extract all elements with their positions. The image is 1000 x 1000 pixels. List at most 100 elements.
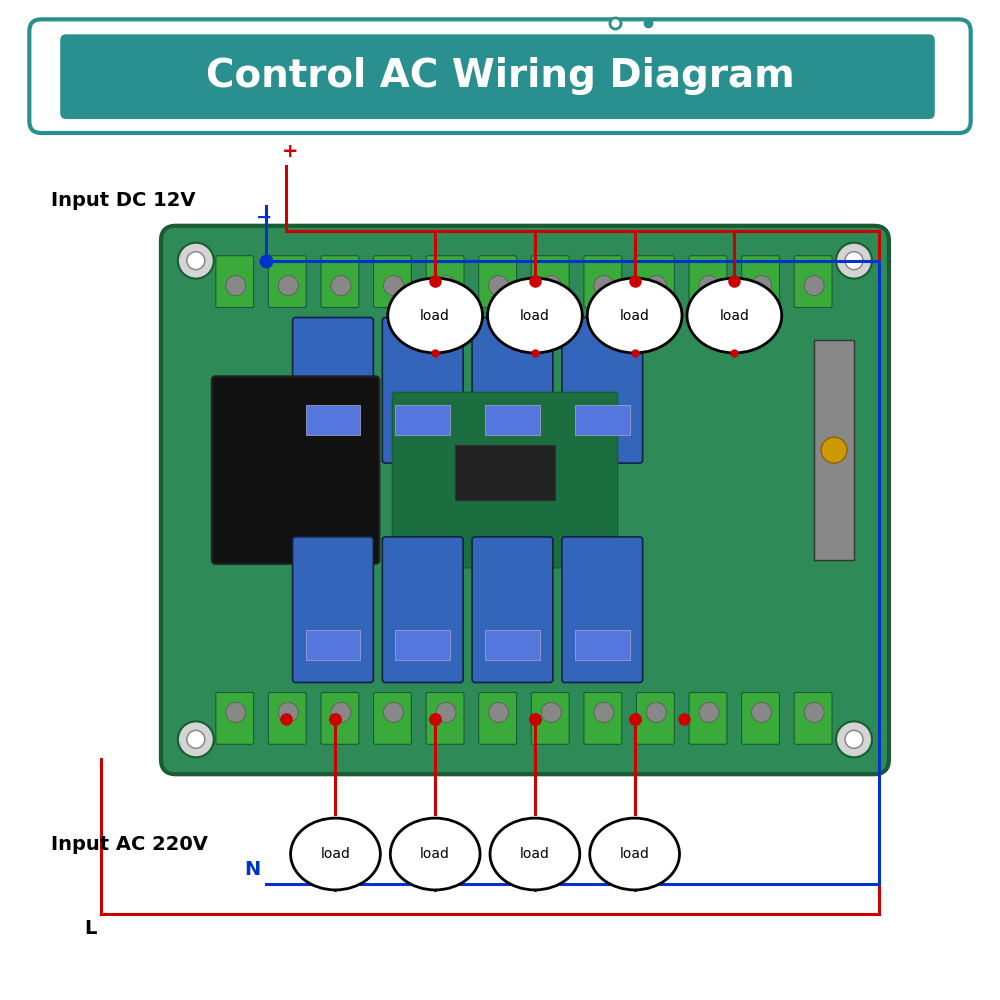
FancyBboxPatch shape <box>395 405 450 435</box>
Circle shape <box>384 702 403 722</box>
Circle shape <box>804 276 824 296</box>
Text: −: − <box>255 208 272 227</box>
Text: load: load <box>420 847 450 861</box>
FancyBboxPatch shape <box>689 256 727 308</box>
FancyBboxPatch shape <box>395 630 450 660</box>
Text: N: N <box>244 860 261 879</box>
FancyBboxPatch shape <box>60 34 935 119</box>
Ellipse shape <box>590 818 680 890</box>
FancyBboxPatch shape <box>472 318 553 463</box>
Circle shape <box>541 276 561 296</box>
Text: Input AC 220V: Input AC 220V <box>51 835 208 854</box>
FancyBboxPatch shape <box>485 630 540 660</box>
FancyBboxPatch shape <box>689 692 727 744</box>
Circle shape <box>821 437 847 463</box>
Text: load: load <box>520 309 550 323</box>
Circle shape <box>384 276 403 296</box>
Circle shape <box>646 702 666 722</box>
Text: load: load <box>321 847 350 861</box>
Circle shape <box>187 252 205 270</box>
Circle shape <box>226 702 246 722</box>
Circle shape <box>278 276 298 296</box>
Text: Input DC 12V: Input DC 12V <box>51 191 196 210</box>
FancyBboxPatch shape <box>374 256 411 308</box>
FancyBboxPatch shape <box>636 256 674 308</box>
Circle shape <box>804 702 824 722</box>
Circle shape <box>436 702 456 722</box>
FancyBboxPatch shape <box>212 376 379 564</box>
FancyBboxPatch shape <box>562 318 643 463</box>
Text: load: load <box>520 847 550 861</box>
FancyBboxPatch shape <box>531 256 569 308</box>
Text: load: load <box>420 309 450 323</box>
FancyBboxPatch shape <box>293 537 373 682</box>
Circle shape <box>178 243 214 279</box>
FancyBboxPatch shape <box>584 256 622 308</box>
Circle shape <box>752 702 772 722</box>
FancyBboxPatch shape <box>268 692 306 744</box>
Circle shape <box>178 721 214 757</box>
FancyBboxPatch shape <box>382 318 463 463</box>
FancyBboxPatch shape <box>575 630 630 660</box>
Text: load: load <box>719 309 749 323</box>
FancyBboxPatch shape <box>293 318 373 463</box>
Circle shape <box>331 702 351 722</box>
FancyBboxPatch shape <box>374 692 411 744</box>
Circle shape <box>845 252 863 270</box>
Circle shape <box>489 702 509 722</box>
Circle shape <box>594 276 614 296</box>
Circle shape <box>226 276 246 296</box>
FancyBboxPatch shape <box>426 692 464 744</box>
Ellipse shape <box>388 278 483 353</box>
Circle shape <box>541 702 561 722</box>
FancyBboxPatch shape <box>472 537 553 682</box>
FancyBboxPatch shape <box>306 630 360 660</box>
Circle shape <box>187 730 205 748</box>
Ellipse shape <box>687 278 782 353</box>
Text: +: + <box>282 142 299 161</box>
Circle shape <box>836 721 872 757</box>
Circle shape <box>699 702 719 722</box>
Circle shape <box>845 730 863 748</box>
FancyBboxPatch shape <box>794 256 832 308</box>
Circle shape <box>699 276 719 296</box>
Ellipse shape <box>488 278 582 353</box>
FancyBboxPatch shape <box>575 405 630 435</box>
FancyBboxPatch shape <box>814 340 854 560</box>
Text: load: load <box>620 309 650 323</box>
FancyBboxPatch shape <box>29 19 971 133</box>
Text: L: L <box>84 919 96 938</box>
FancyBboxPatch shape <box>742 692 779 744</box>
FancyBboxPatch shape <box>216 692 254 744</box>
FancyBboxPatch shape <box>455 445 555 500</box>
Circle shape <box>594 702 614 722</box>
Circle shape <box>646 276 666 296</box>
FancyBboxPatch shape <box>392 392 618 568</box>
Circle shape <box>752 276 772 296</box>
FancyBboxPatch shape <box>485 405 540 435</box>
FancyBboxPatch shape <box>216 256 254 308</box>
FancyBboxPatch shape <box>636 692 674 744</box>
Text: load: load <box>620 847 650 861</box>
FancyBboxPatch shape <box>426 256 464 308</box>
Text: Control AC Wiring Diagram: Control AC Wiring Diagram <box>206 57 794 95</box>
Ellipse shape <box>390 818 480 890</box>
Circle shape <box>436 276 456 296</box>
FancyBboxPatch shape <box>584 692 622 744</box>
FancyBboxPatch shape <box>161 226 889 774</box>
Circle shape <box>278 702 298 722</box>
FancyBboxPatch shape <box>742 256 779 308</box>
FancyBboxPatch shape <box>306 405 360 435</box>
FancyBboxPatch shape <box>479 692 517 744</box>
FancyBboxPatch shape <box>794 692 832 744</box>
FancyBboxPatch shape <box>382 537 463 682</box>
FancyBboxPatch shape <box>479 256 517 308</box>
Circle shape <box>489 276 509 296</box>
FancyBboxPatch shape <box>531 692 569 744</box>
Ellipse shape <box>291 818 380 890</box>
Circle shape <box>836 243 872 279</box>
FancyBboxPatch shape <box>321 256 359 308</box>
FancyBboxPatch shape <box>562 537 643 682</box>
FancyBboxPatch shape <box>268 256 306 308</box>
FancyBboxPatch shape <box>321 692 359 744</box>
